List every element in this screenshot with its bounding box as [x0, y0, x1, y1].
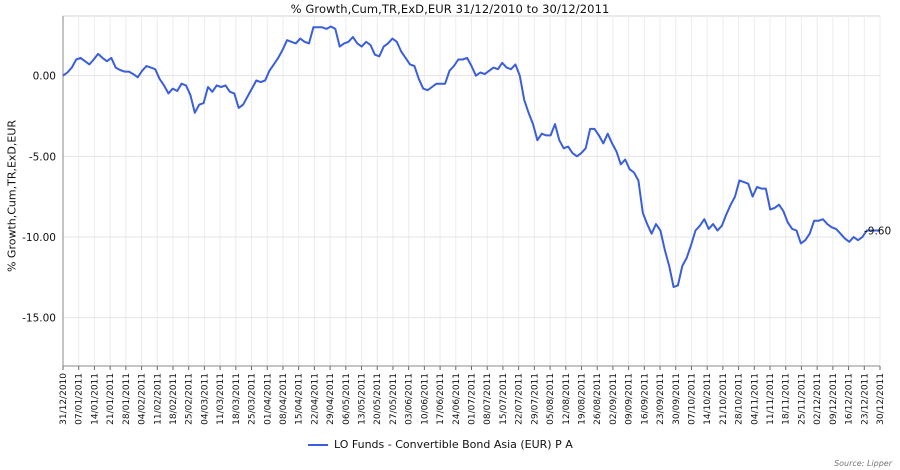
x-tick-label: 01/04/2011 [263, 373, 273, 425]
y-tick-label: -5.00 [29, 151, 56, 163]
x-tick-label: 01/07/2011 [468, 373, 478, 425]
x-tick-label: 18/03/2011 [232, 373, 242, 425]
legend-swatch-icon [308, 443, 328, 446]
x-tick-label: 15/07/2011 [499, 373, 509, 425]
x-tick-label: 07/10/2011 [687, 373, 697, 425]
x-tick-label: 25/02/2011 [185, 373, 195, 425]
y-tick-label: 0.00 [33, 71, 56, 83]
x-tick-label: 14/10/2011 [703, 373, 713, 425]
x-tick-label: 19/08/2011 [577, 373, 587, 425]
x-tick-label: 03/06/2011 [405, 373, 415, 425]
x-tick-label: 24/06/2011 [452, 373, 462, 425]
y-tick-label: -15.00 [22, 313, 56, 325]
x-tick-label: 18/02/2011 [169, 373, 179, 425]
x-tick-label: 16/12/2011 [845, 373, 855, 425]
x-tick-label: 25/03/2011 [248, 373, 258, 425]
x-tick-label: 04/02/2011 [138, 373, 148, 425]
chart-title: % Growth,Cum,TR,ExD,EUR 31/12/2010 to 30… [290, 2, 610, 16]
x-tick-label: 14/01/2011 [90, 373, 100, 425]
x-tick-label: 22/04/2011 [310, 373, 320, 425]
x-tick-label: 31/12/2010 [59, 373, 69, 425]
x-tick-label: 23/12/2011 [860, 373, 870, 425]
x-tick-label: 26/08/2011 [593, 373, 603, 425]
series-line [62, 25, 880, 288]
x-tick-label: 05/08/2011 [546, 373, 556, 425]
x-tick-label: 21/01/2011 [106, 373, 116, 425]
x-tick-label: 28/01/2011 [122, 373, 132, 425]
x-tick-label: 10/06/2011 [420, 373, 430, 425]
x-tick-label: 11/03/2011 [216, 373, 226, 425]
x-tick-label: 16/09/2011 [640, 373, 650, 425]
x-tick-label: 29/07/2011 [530, 373, 540, 425]
x-tick-label: 21/10/2011 [719, 373, 729, 425]
x-tick-label: 09/09/2011 [625, 373, 635, 425]
end-value-label: -9.60 [864, 226, 891, 238]
x-tick-label: 23/09/2011 [656, 373, 666, 425]
x-tick-label: 17/06/2011 [436, 373, 446, 425]
x-tick-label: 13/05/2011 [358, 373, 368, 425]
legend-label: LO Funds - Convertible Bond Asia (EUR) P… [334, 438, 573, 451]
legend[interactable]: LO Funds - Convertible Bond Asia (EUR) P… [308, 438, 573, 451]
x-tick-label: 12/08/2011 [562, 373, 572, 425]
x-tick-label: 18/11/2011 [782, 373, 792, 425]
x-tick-label: 11/11/2011 [766, 373, 776, 425]
x-tick-label: 30/09/2011 [672, 373, 682, 425]
x-tick-label: 02/12/2011 [813, 373, 823, 425]
x-tick-label: 07/01/2011 [75, 373, 85, 425]
x-tick-label: 02/09/2011 [609, 373, 619, 425]
x-tick-label: 29/04/2011 [326, 373, 336, 425]
x-tick-label: 08/07/2011 [483, 373, 493, 425]
x-tick-label: 20/05/2011 [373, 373, 383, 425]
x-tick-label: 25/11/2011 [797, 373, 807, 425]
x-tick-label: 06/05/2011 [342, 373, 352, 425]
x-tick-label: 22/07/2011 [515, 373, 525, 425]
x-tick-label: 04/11/2011 [750, 373, 760, 425]
source-note: Source: Lipper [834, 459, 892, 468]
x-tick-label: 15/04/2011 [295, 373, 305, 425]
x-tick-label: 04/03/2011 [200, 373, 210, 425]
x-tick-label: 09/12/2011 [829, 373, 839, 425]
y-tick-label: -10.00 [22, 232, 56, 244]
x-tick-label: 08/04/2011 [279, 373, 289, 425]
x-tick-label: 28/10/2011 [735, 373, 745, 425]
x-tick-label: 27/05/2011 [389, 373, 399, 425]
x-tick-label: 11/02/2011 [153, 373, 163, 425]
x-tick-label: 30/12/2011 [876, 373, 886, 425]
